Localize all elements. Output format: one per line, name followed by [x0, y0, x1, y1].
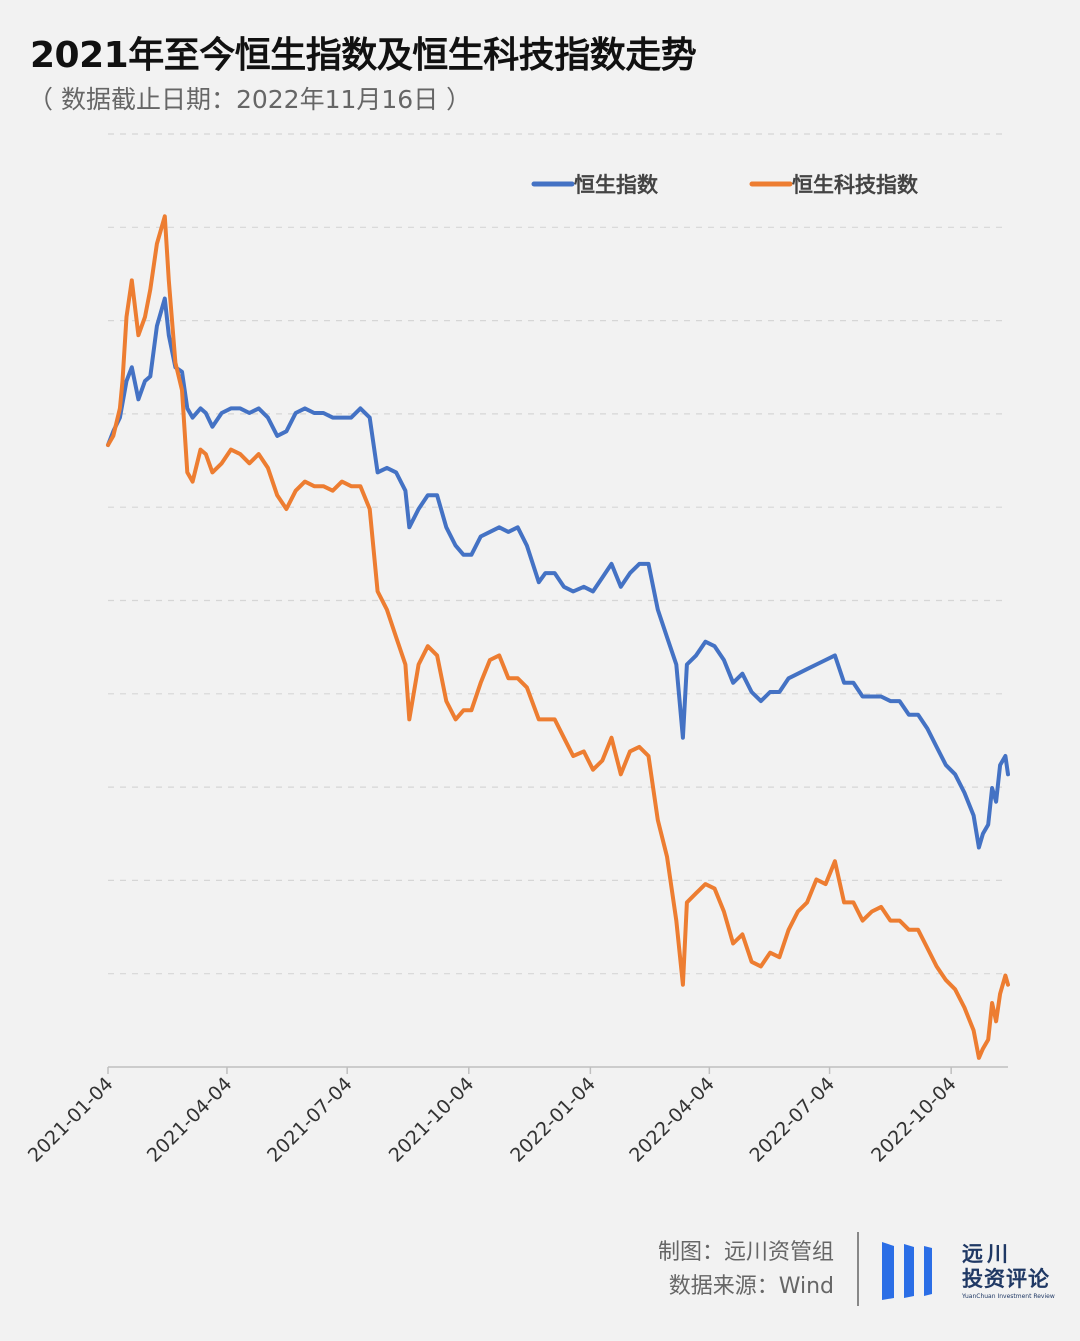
x-tick-label: 2021-10-04 [385, 1073, 479, 1167]
footer-credits: 制图：远川资管组 数据来源：Wind [658, 1236, 834, 1304]
brand-line2: 投资评论 [962, 1267, 1050, 1291]
series-line-hsi [106, 296, 1010, 850]
x-tick-label: 2022-04-04 [625, 1073, 719, 1167]
legend-label: 恒生科技指数 [792, 173, 919, 197]
legend-label: 恒生指数 [574, 173, 659, 197]
series-line-hstech [106, 214, 1010, 1060]
x-tick-label: 2021-07-04 [263, 1073, 357, 1167]
footer-maker: 制图：远川资管组 [657, 1240, 834, 1265]
x-axis: 2021-01-04 2021-04-04 2021-07-04 2021-10-04… [24, 1066, 1008, 1167]
line-chart: 2021-01-04 2021-04-04 2021-07-04 2021-10-04… [24, 133, 1010, 1167]
chart-title: 2021年至今恒生指数及恒生科技指数走势 [30, 35, 697, 76]
x-tick-label: 2022-01-04 [506, 1073, 600, 1167]
x-tick-label: 2021-01-04 [24, 1073, 118, 1167]
brand-text: 远川 投资评论 YuanChuan Investment Review [962, 1242, 1055, 1301]
x-tick-label: 2021-04-04 [143, 1073, 237, 1167]
legend: 恒生指数 恒生科技指数 [531, 173, 919, 197]
footer-source: 数据来源：Wind [668, 1274, 834, 1299]
gridlines [108, 133, 1008, 975]
x-tick-label: 2022-07-04 [745, 1073, 839, 1167]
brand-line1: 远川 [962, 1242, 1012, 1266]
chart-subtitle: （ 数据截止日期：2022年11月16日 ） [28, 85, 472, 114]
brand-line3: YuanChuan Investment Review [962, 1293, 1055, 1300]
brand-logo-icon [882, 1242, 932, 1300]
series-lines [106, 214, 1010, 1060]
footer-divider [857, 1232, 859, 1306]
x-tick-label: 2022-10-04 [867, 1073, 961, 1167]
